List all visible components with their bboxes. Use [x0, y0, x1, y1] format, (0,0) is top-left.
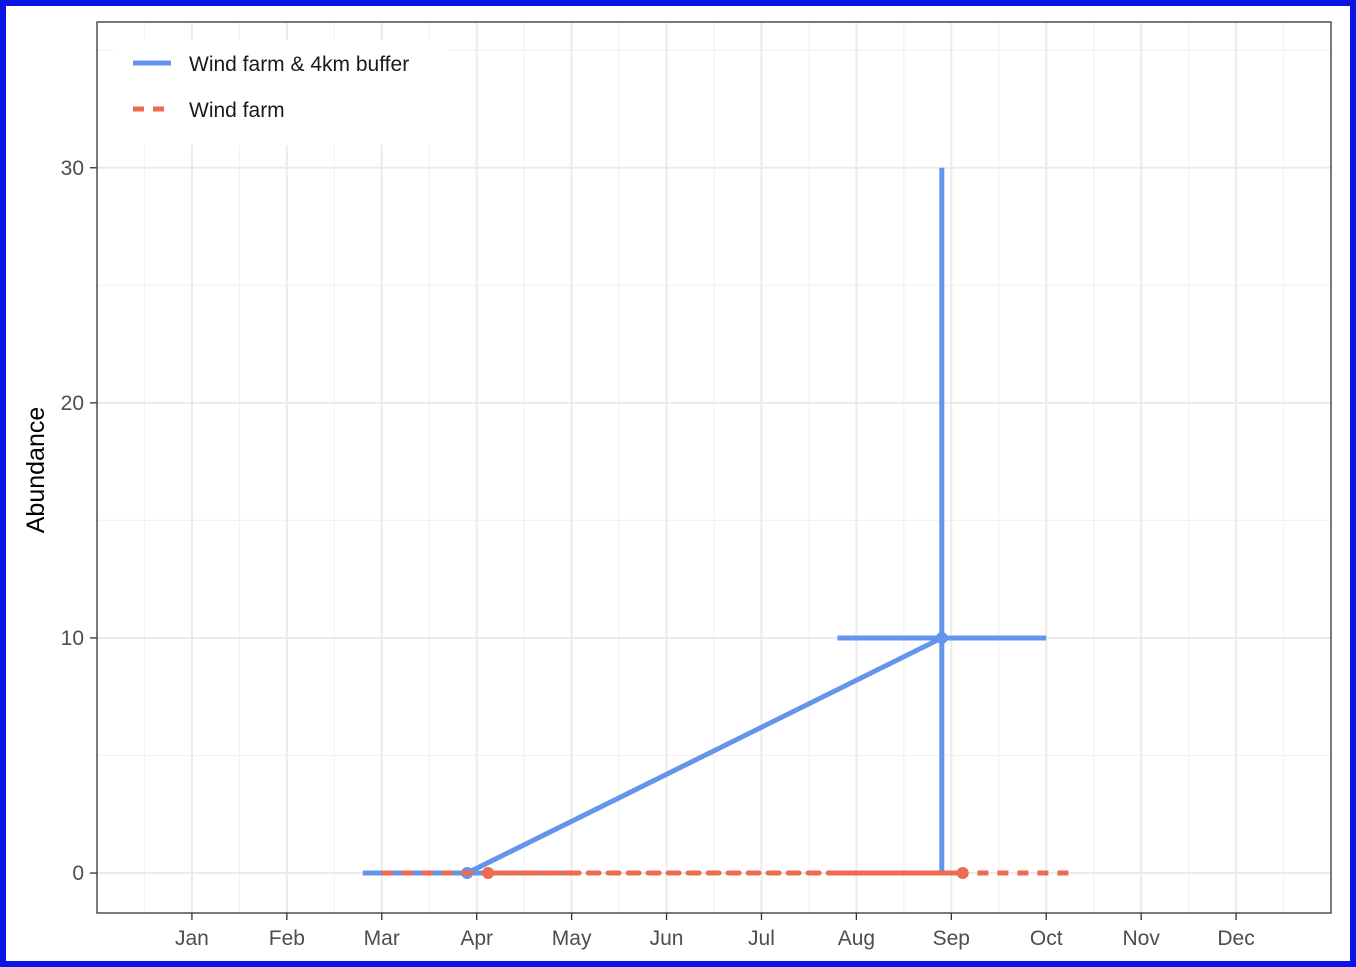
series-wind-farm — [381, 867, 1070, 880]
x-tick-label: Oct — [1030, 927, 1063, 950]
x-tick-label: Nov — [1122, 927, 1160, 950]
y-tick-label: 10 — [61, 627, 84, 650]
x-tick-label: Apr — [460, 927, 493, 950]
x-axis: Jan Feb Mar Apr May Jun Jul Aug Sep Oct Nov Dec — [175, 913, 1255, 950]
x-tick-label: Sep — [933, 927, 970, 950]
y-tick-label: 0 — [72, 862, 84, 885]
y-axis: 0 10 20 30 — [61, 157, 97, 885]
y-axis-title: Abundance — [22, 407, 50, 534]
data-point — [935, 631, 948, 644]
y-tick-label: 20 — [61, 392, 84, 415]
data-point — [956, 867, 969, 880]
x-tick-label: Jul — [748, 927, 775, 950]
series-layer — [362, 167, 1070, 880]
x-tick-label: Mar — [364, 927, 400, 950]
x-tick-label: Feb — [269, 927, 305, 950]
data-point — [482, 867, 495, 880]
x-tick-label: May — [552, 927, 592, 950]
x-tick-label: Dec — [1217, 927, 1254, 950]
plot-panel-border — [96, 21, 1332, 914]
y-tick-label: 30 — [61, 157, 84, 180]
x-tick-label: Jun — [650, 927, 684, 950]
series-line-segment — [464, 635, 945, 876]
legend-label: Wind farm & 4km buffer — [189, 53, 409, 76]
legend-label: Wind farm — [189, 99, 285, 122]
legend: Wind farm & 4km buffer Wind farm — [114, 40, 450, 145]
x-tick-label: Aug — [838, 927, 875, 950]
legend-background — [114, 40, 450, 145]
x-tick-label: Jan — [175, 927, 209, 950]
minor-gridlines — [97, 22, 1331, 913]
